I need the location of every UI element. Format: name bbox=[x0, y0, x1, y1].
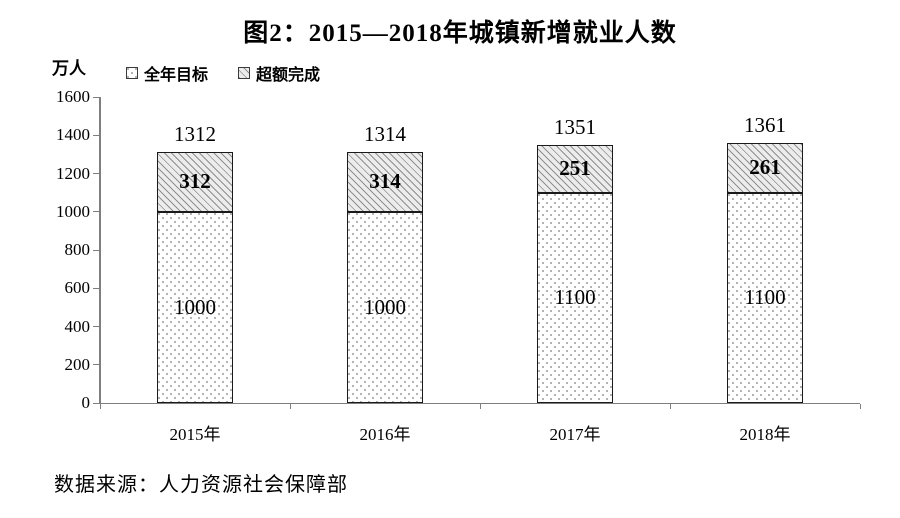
y-axis-tick-label: 1000 bbox=[56, 201, 90, 221]
dots-pattern-swatch-icon bbox=[126, 67, 138, 79]
exceeded-value-label: 314 bbox=[369, 169, 401, 194]
legend-item-exceeded: 超额完成 bbox=[238, 61, 320, 85]
x-axis-tick bbox=[669, 404, 671, 409]
target-value-label: 1100 bbox=[554, 285, 596, 310]
y-axis-tick bbox=[93, 287, 99, 289]
x-axis-line bbox=[99, 402, 860, 404]
x-axis-tick bbox=[859, 404, 861, 409]
y-axis-tick-label: 0 bbox=[81, 393, 91, 412]
x-axis-category-label-2017年: 2017年 bbox=[549, 425, 601, 444]
x-axis-tick bbox=[99, 404, 101, 409]
y-axis-tick-label: 600 bbox=[64, 278, 91, 298]
legend-label-exceeded: 超额完成 bbox=[256, 67, 321, 84]
target-value-label: 1000 bbox=[174, 294, 216, 319]
bar-segment-exceeded-2015年: 312 bbox=[157, 152, 233, 212]
exceeded-value-label: 251 bbox=[559, 156, 591, 181]
bar-total-label-2016年: 1314 bbox=[364, 121, 406, 146]
y-axis-tick-label: 800 bbox=[64, 240, 91, 259]
y-axis-tick bbox=[93, 402, 99, 404]
bar-segment-exceeded-2017年: 251 bbox=[537, 144, 613, 193]
exceeded-value-label: 261 bbox=[749, 155, 781, 180]
x-axis-category-label-2015年: 2015年 bbox=[169, 425, 221, 444]
y-axis-tick-label: 200 bbox=[64, 354, 91, 374]
bar-total-label-2017年: 1351 bbox=[554, 114, 596, 139]
bar-segment-target-2018年: 1100 bbox=[727, 192, 803, 403]
bar-total-label-2015年: 1312 bbox=[174, 122, 216, 147]
chart-title: 图2：2015—2018年城镇新增就业人数 bbox=[243, 20, 677, 47]
y-axis-unit-label: 万人 bbox=[52, 59, 86, 78]
bar-segment-target-2017年: 1100 bbox=[537, 192, 613, 403]
y-axis-tick-label: 1200 bbox=[56, 163, 90, 183]
y-axis-tick-label: 1600 bbox=[56, 87, 90, 106]
source-note: 数据来源：人力资源社会保障部 bbox=[54, 472, 348, 496]
target-value-label: 1000 bbox=[364, 294, 406, 319]
bar-total-label-2018年: 1361 bbox=[744, 112, 786, 137]
x-axis-tick bbox=[479, 404, 481, 409]
y-axis-tick bbox=[93, 364, 99, 366]
y-axis-tick bbox=[93, 211, 99, 213]
x-axis-category-label-2018年: 2018年 bbox=[739, 425, 791, 444]
y-axis-tick bbox=[93, 96, 99, 98]
bar-segment-target-2015年: 1000 bbox=[157, 211, 233, 403]
y-axis-tick-label: 400 bbox=[64, 316, 91, 336]
legend-label-target: 全年目标 bbox=[144, 67, 209, 84]
y-axis-tick-label: 1400 bbox=[56, 125, 90, 145]
y-axis-tick bbox=[93, 249, 99, 251]
y-axis-line bbox=[99, 97, 101, 403]
target-value-label: 1100 bbox=[744, 285, 786, 310]
y-axis-tick bbox=[93, 326, 99, 328]
y-axis-tick bbox=[93, 134, 99, 136]
bar-segment-exceeded-2018年: 261 bbox=[727, 142, 803, 193]
y-axis-tick bbox=[93, 173, 99, 175]
legend-item-target: 全年目标 bbox=[126, 61, 208, 85]
exceeded-value-label: 312 bbox=[179, 169, 211, 194]
bar-segment-target-2016年: 1000 bbox=[347, 211, 423, 403]
bar-segment-exceeded-2016年: 314 bbox=[347, 151, 423, 212]
x-axis-category-label-2016年: 2016年 bbox=[359, 425, 411, 444]
x-axis-tick bbox=[289, 404, 291, 409]
legend: 全年目标 超额完成 bbox=[126, 61, 320, 85]
hatch-pattern-swatch-icon bbox=[238, 67, 251, 79]
